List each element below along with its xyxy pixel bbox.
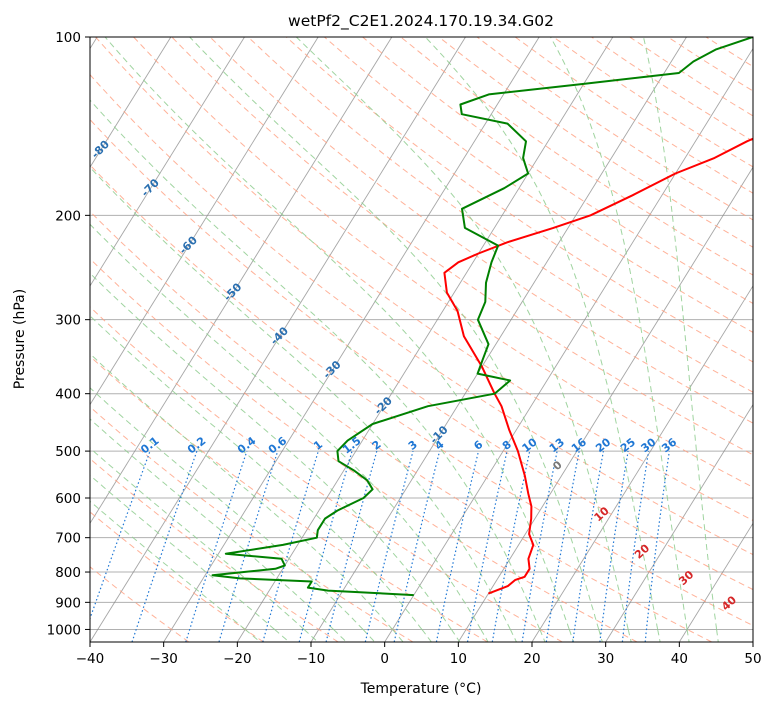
- x-tick-label: 40: [671, 651, 688, 667]
- dry-adiabat: [133, 37, 753, 488]
- dry-adiabat: [90, 210, 712, 642]
- moist-adiabat: [90, 500, 261, 642]
- y-axis: 100 200 300 400 500 600 700 800 900 1000: [47, 30, 90, 638]
- x-tick-label: 30: [597, 651, 614, 667]
- isotherm: [90, 37, 172, 169]
- x-axis: −40 −30 −20 −10 0 10 20 30 40 50: [76, 642, 762, 667]
- dry-adiabat: [90, 258, 638, 642]
- moist-adiabat: [90, 353, 404, 642]
- y-tick-label: 900: [55, 595, 81, 611]
- mixing-ratio-line: [644, 451, 670, 642]
- dry-adiabat: [171, 37, 753, 456]
- mixing-ratio-line: [621, 451, 650, 642]
- dry-adiabat: [90, 355, 488, 642]
- moist-adiabat: [90, 99, 546, 642]
- y-tick-label: 100: [55, 30, 81, 46]
- dry-adiabat: [324, 37, 753, 333]
- moist-adiabat: [90, 418, 347, 642]
- moist-adiabats: [90, 37, 719, 642]
- moist-adiabat: [424, 37, 661, 642]
- y-tick-label: 800: [55, 565, 81, 581]
- mixing-ratio-line: [218, 450, 279, 642]
- isotherm: [531, 285, 753, 642]
- isotherm: [163, 37, 540, 642]
- mixing-ratio-line: [325, 450, 378, 642]
- mixing-ratio-line: [393, 450, 441, 642]
- isotherms: [90, 37, 753, 642]
- dewpoint-profile: [211, 37, 753, 597]
- moist-adiabat: [550, 37, 690, 642]
- profiles: [211, 37, 753, 597]
- moist-adiabat: [643, 37, 719, 642]
- x-tick-label: −30: [149, 651, 178, 667]
- y-axis-label: Pressure (hPa): [12, 289, 28, 389]
- mixing-ratio-line: [364, 450, 414, 642]
- y-tick-label: 400: [55, 387, 81, 403]
- y-tick-label: 500: [55, 444, 81, 460]
- x-tick-label: 10: [450, 651, 467, 667]
- moist-adiabat: [90, 166, 517, 642]
- dry-adiabat: [90, 306, 563, 642]
- y-tick-label: 700: [55, 531, 81, 547]
- dry-adiabat: [90, 406, 414, 642]
- y-tick-label: 1000: [47, 622, 81, 638]
- moist-adiabat: [104, 37, 575, 642]
- moist-adiabat: [90, 223, 489, 642]
- dry-adiabat: [285, 37, 753, 363]
- mixing-ratio-line: [131, 450, 198, 642]
- isotherm: [678, 522, 753, 642]
- x-tick-label: −40: [76, 651, 105, 667]
- y-tick-label: 600: [55, 491, 81, 507]
- isotherm: [90, 37, 393, 525]
- dry-adiabat: [90, 511, 264, 642]
- plot-frame: [89, 36, 754, 643]
- x-tick-label: 20: [523, 651, 540, 667]
- x-tick-label: 0: [380, 651, 389, 667]
- mixing-ratio-line: [435, 450, 480, 642]
- isotherm: [90, 37, 319, 406]
- dry-adiabat: [90, 566, 190, 642]
- x-axis-label: Temperature (°C): [360, 681, 482, 697]
- mixing-ratio-line: [572, 450, 604, 642]
- dry-adiabat: [90, 118, 753, 591]
- x-tick-label: −10: [297, 651, 326, 667]
- moist-adiabat: [295, 37, 632, 642]
- moist-adiabat: [90, 387, 376, 642]
- y-tick-label: 300: [55, 313, 81, 329]
- dry-adiabat: [95, 37, 753, 522]
- isotherm: [457, 166, 753, 642]
- moist-adiabat: [90, 447, 319, 642]
- isotherm: [90, 37, 245, 287]
- temperature-profile: [443, 137, 753, 595]
- x-tick-label: −20: [223, 651, 252, 667]
- isotherm: [90, 37, 466, 642]
- dry-adiabats: [90, 37, 753, 642]
- mixing-ratio-line: [599, 451, 629, 642]
- mixing-ratio-line: [298, 450, 353, 642]
- dry-adiabat: [90, 164, 753, 627]
- mixing-ratio-line: [185, 450, 248, 642]
- isotherm: [384, 47, 753, 642]
- isotherm: [605, 403, 753, 642]
- x-tick-label: 50: [744, 651, 761, 667]
- dry-adiabat: [90, 458, 339, 642]
- moist-adiabat: [90, 315, 432, 642]
- y-tick-label: 200: [55, 208, 81, 224]
- moist-adiabat: [90, 272, 461, 642]
- moist-adiabat: [189, 37, 603, 642]
- dry-adiabat: [90, 73, 753, 556]
- chart-title: wetPf2_C2E1.2024.170.19.34.G02: [288, 12, 554, 31]
